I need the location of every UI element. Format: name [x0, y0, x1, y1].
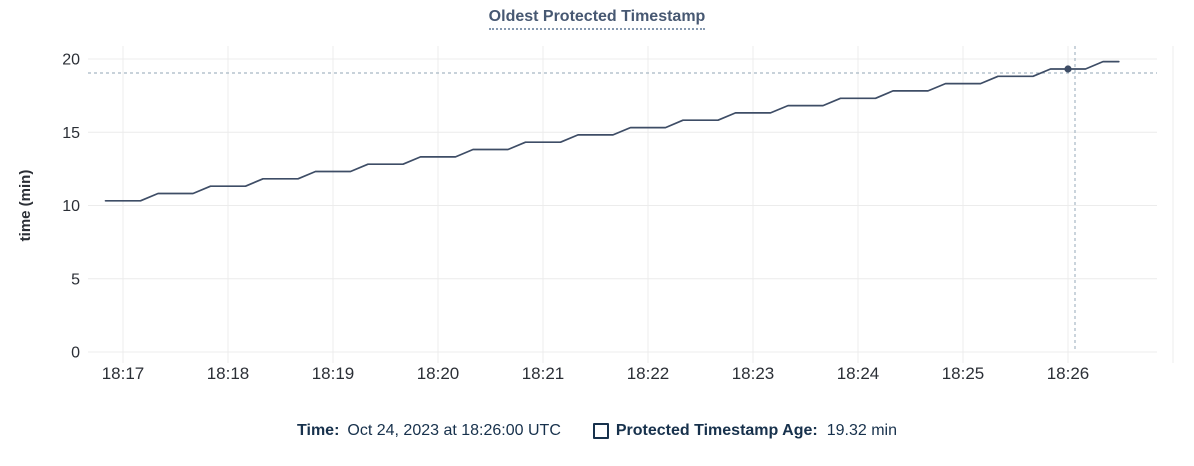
chart-legend: Time: Oct 24, 2023 at 18:26:00 UTC Protec… [0, 420, 1194, 442]
line-chart: 0 5 10 15 20 18:17 18:18 18:19 18:20 18:21 18:22 18… [17, 46, 1174, 383]
x-tick-label: 18:18 [207, 364, 250, 383]
hover-time-label: Time: [297, 422, 340, 439]
x-tick-label: 18:24 [837, 364, 880, 383]
chart-title[interactable]: Oldest Protected Timestamp [488, 8, 706, 30]
y-tick-label: 5 [71, 271, 80, 288]
y-tick-label: 0 [71, 345, 80, 362]
y-tick-label: 10 [62, 198, 80, 215]
chart-plot-area[interactable] [88, 46, 1157, 352]
x-tick-label: 18:21 [522, 364, 565, 383]
chart-header: Oldest Protected Timestamp [0, 8, 1194, 30]
x-tick-label: 18:23 [732, 364, 775, 383]
legend-series-toggle[interactable]: Protected Timestamp Age: 19.32 min [592, 420, 897, 442]
x-tick-label: 18:20 [417, 364, 460, 383]
x-tick-label: 18:17 [102, 364, 145, 383]
series-line [104, 60, 1120, 202]
hover-time-value: Oct 24, 2023 at 18:26:00 UTC [347, 422, 561, 439]
series-checkbox-icon[interactable] [592, 423, 609, 439]
legend-series-label: Protected Timestamp Age: [615, 422, 818, 439]
x-tick-label: 18:26 [1047, 364, 1090, 383]
x-tick-label: 18:25 [942, 364, 985, 383]
hover-time-readout: Time: Oct 24, 2023 at 18:26:00 UTC [297, 420, 561, 442]
legend-series-value: 19.32 min [826, 422, 897, 439]
hover-point-dot [1064, 65, 1072, 73]
y-tick-label: 20 [62, 52, 80, 69]
y-axis-title: time (min) [17, 170, 34, 242]
x-tick-label: 18:22 [627, 364, 670, 383]
x-tick-label: 18:19 [312, 364, 355, 383]
y-tick-label: 15 [62, 125, 80, 142]
